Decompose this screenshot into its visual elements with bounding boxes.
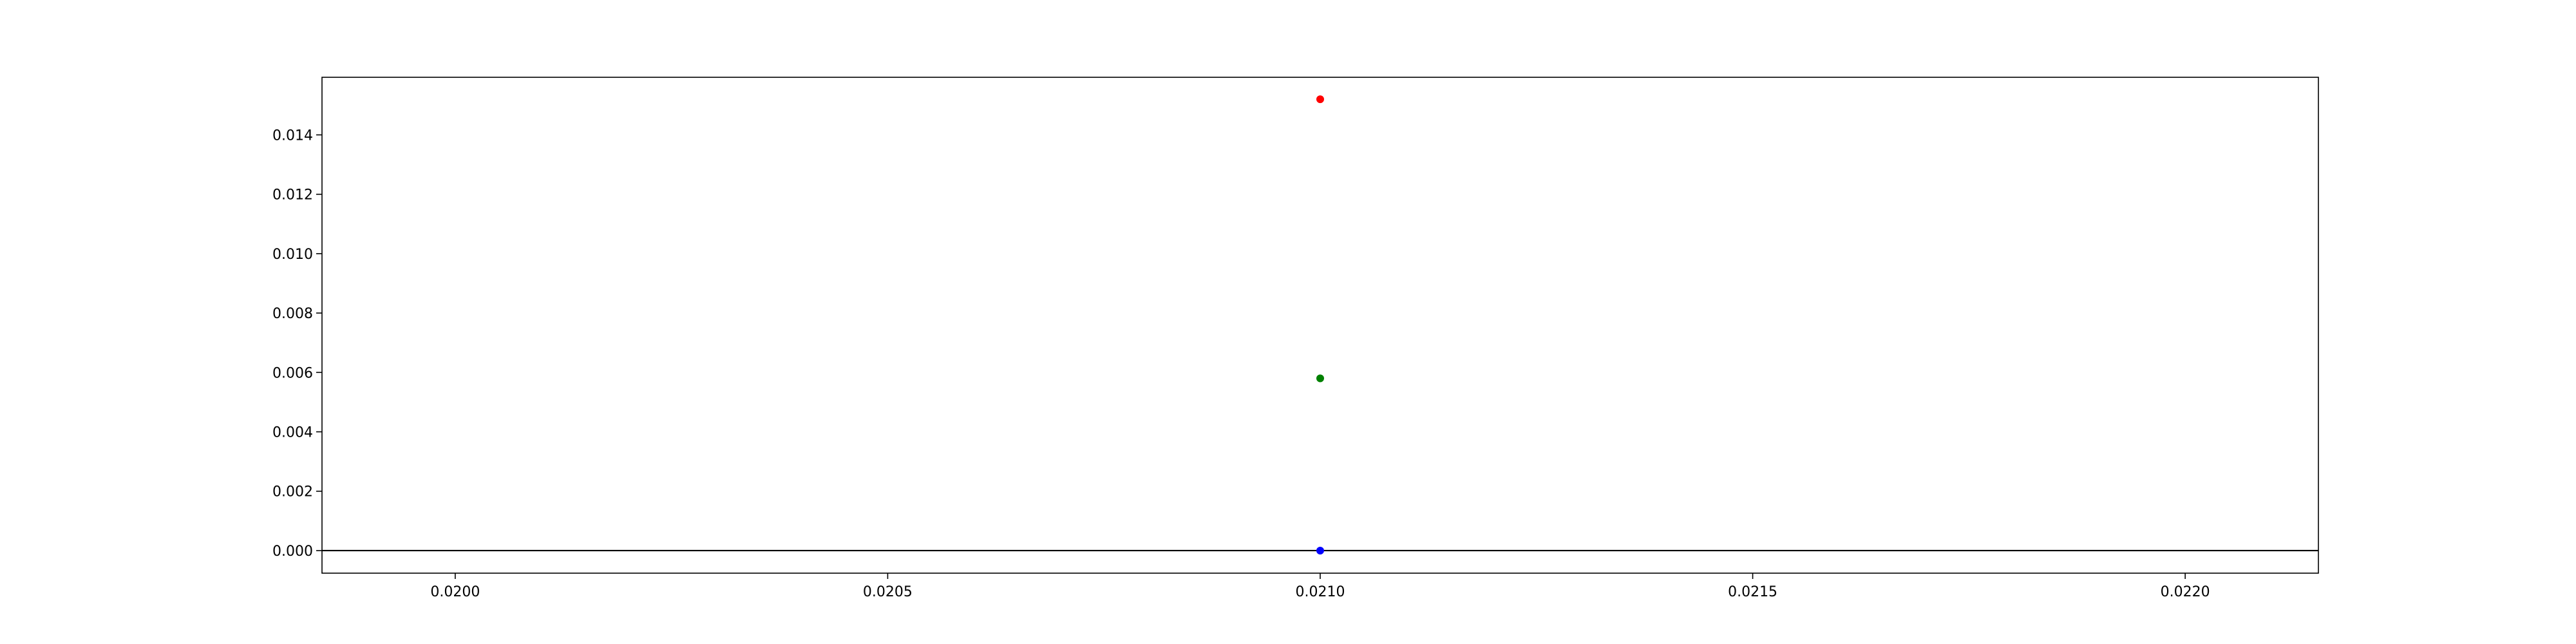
y-tick-label: 0.014 — [272, 128, 313, 144]
data-point — [1316, 374, 1324, 383]
x-tick-label: 0.0215 — [1728, 584, 1777, 600]
y-tick-label: 0.012 — [272, 187, 313, 204]
data-point — [1316, 546, 1324, 554]
x-tick-label: 0.0210 — [1296, 584, 1345, 600]
y-tick-label: 0.002 — [272, 484, 313, 500]
y-tick-label: 0.008 — [272, 306, 313, 322]
x-tick-label: 0.0220 — [2161, 584, 2210, 600]
plot-frame — [321, 77, 2319, 574]
y-axis: 0.000 0.002 0.004 0.006 0.008 0.010 0.012 0.014 — [272, 128, 322, 560]
y-tick-label: 0.000 — [272, 544, 313, 560]
data-point — [1316, 95, 1324, 104]
y-tick-label: 0.006 — [272, 365, 313, 381]
x-tick-label: 0.0200 — [430, 584, 480, 600]
y-tick-label: 0.004 — [272, 425, 313, 441]
x-tick-label: 0.0205 — [863, 584, 913, 600]
y-tick-label: 0.010 — [272, 247, 313, 263]
data-points — [1316, 95, 1324, 554]
plot-area-background — [322, 77, 2318, 573]
x-axis: 0.0200 0.0205 0.0210 0.0215 0.0220 — [430, 573, 2210, 600]
